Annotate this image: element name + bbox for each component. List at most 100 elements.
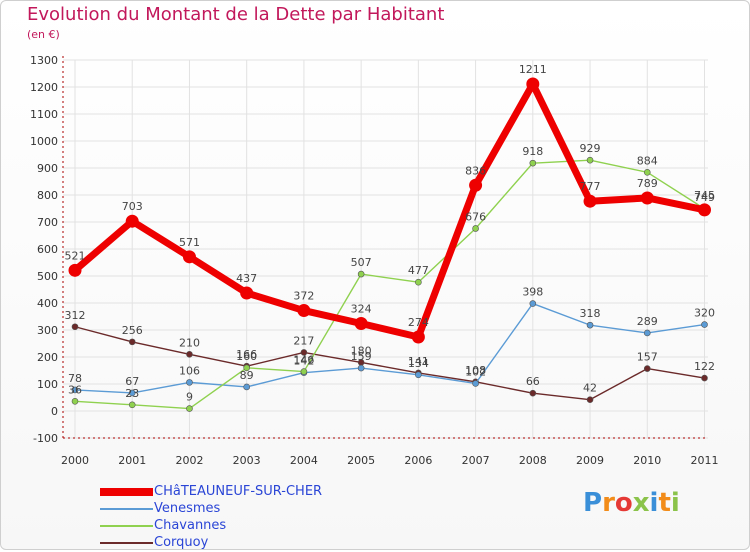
data-label: 160 [236,350,257,363]
data-point [182,250,196,264]
data-point [71,397,79,405]
series-line-3 [74,326,706,401]
legend-swatch [100,508,153,510]
data-label: 210 [179,336,200,349]
legend-label: Chavannes [154,518,227,533]
y-tick-label: 200 [37,351,58,364]
data-point [243,364,250,372]
data-point [586,321,594,329]
data-point [529,300,537,307]
y-tick-label: 700 [37,216,58,229]
legend-item: CHâTEAUNEUF-SUR-CHER [100,484,400,501]
data-point [472,225,479,232]
proxiti-logo: Proxiti [583,488,680,518]
x-tick-label: 2007 [462,454,490,467]
data-point [354,317,368,331]
y-tick-label: 0 [51,405,58,418]
y-tick-label: 900 [37,162,58,175]
data-point [300,349,308,356]
data-point [71,386,79,394]
data-label: 78 [68,372,82,385]
data-label: 217 [293,334,314,347]
data-label: 929 [580,142,601,155]
data-label: 9 [186,391,193,404]
data-label: 703 [122,200,143,213]
data-point [300,368,308,375]
data-label: 134 [408,357,429,370]
data-point [701,374,708,382]
legend-swatch [100,542,153,544]
data-label: 372 [293,290,314,303]
data-point [643,365,651,372]
data-point [529,159,537,167]
legend-item: Chavannes [100,518,400,535]
legend-swatch [100,525,153,527]
y-tick-label: 600 [37,243,58,256]
data-point [357,364,365,372]
y-tick-label: 400 [37,297,58,310]
data-label: 122 [694,360,715,373]
y-tick-label: -100 [33,432,58,445]
data-point [701,321,708,328]
chart-subtitle: (en €) [27,28,60,41]
data-label: 749 [694,191,715,204]
data-point [698,203,711,217]
series-line-0 [71,80,708,341]
data-point [128,338,136,346]
data-label: 398 [522,286,543,299]
data-point [643,329,651,337]
legend-label: CHâTEAUNEUF-SUR-CHER [154,484,323,499]
data-point [128,401,136,409]
data-label: 312 [65,309,86,322]
data-label: 102 [465,365,486,378]
y-tick-label: 500 [37,270,58,283]
data-label: 166 [236,348,257,361]
data-label: 477 [408,264,429,277]
data-point [472,380,479,387]
data-point [186,350,193,358]
data-label: 318 [580,307,601,320]
series-line-2 [74,159,706,410]
data-label: 66 [526,375,540,388]
series-line-1 [74,302,706,394]
data-label: 157 [637,351,658,364]
data-label: 289 [637,315,658,328]
data-label: 884 [637,154,658,167]
data-label: 571 [179,236,200,249]
data-label: 89 [240,369,254,382]
data-point [640,191,654,205]
data-point [415,278,422,286]
data-label: 789 [637,177,658,190]
data-point [415,371,422,379]
legend-label: Venesmes [154,501,221,516]
x-tick-label: 2005 [347,454,375,467]
data-label: 320 [694,307,715,320]
data-point [643,169,651,176]
data-label: 106 [179,364,200,377]
x-tick-label: 2008 [519,454,547,467]
data-label: 141 [408,355,429,368]
x-tick-label: 2000 [61,454,89,467]
data-label: 521 [65,249,86,262]
data-point [357,270,365,278]
data-point [125,214,139,228]
data-label: 437 [236,272,257,285]
data-label: 918 [522,145,543,158]
y-tick-label: 800 [37,189,58,202]
data-label: 256 [122,324,143,337]
x-tick-label: 2010 [633,454,661,467]
data-label: 836 [465,164,486,177]
x-tick-label: 2003 [233,454,261,467]
data-label: 180 [351,344,372,357]
data-label: 67 [125,375,139,388]
data-point [526,77,540,91]
legend-item: Venesmes [100,501,400,518]
data-point [469,178,483,192]
data-point [586,156,594,164]
data-label: 108 [465,364,486,377]
x-tick-label: 2002 [175,454,203,467]
legend-label: Corquoy [154,535,209,550]
y-tick-label: 300 [37,324,58,337]
